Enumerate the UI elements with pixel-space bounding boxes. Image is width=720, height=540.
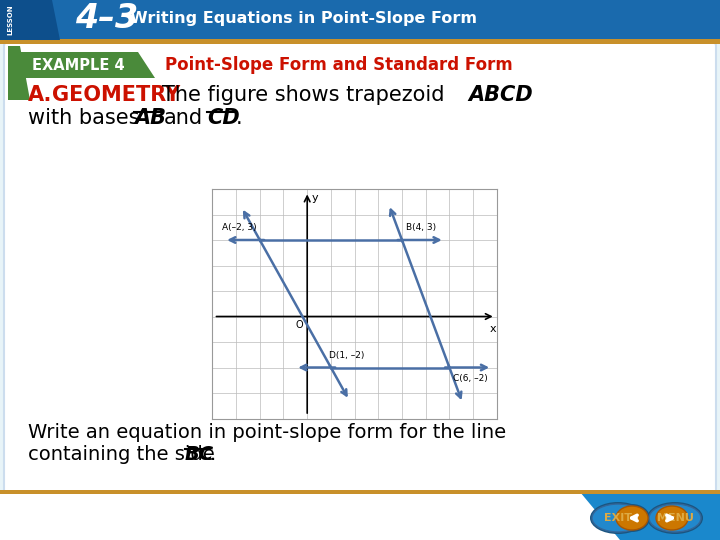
Ellipse shape	[647, 502, 703, 534]
FancyBboxPatch shape	[4, 42, 716, 496]
Text: y: y	[312, 193, 318, 203]
Text: BC: BC	[185, 446, 214, 464]
Ellipse shape	[592, 504, 644, 532]
Text: B(4, 3): B(4, 3)	[405, 224, 436, 232]
Text: Write an equation in point-slope form for the line: Write an equation in point-slope form fo…	[28, 422, 506, 442]
Text: Writing Equations in Point-Slope Form: Writing Equations in Point-Slope Form	[130, 11, 477, 26]
Text: Point-Slope Form and Standard Form: Point-Slope Form and Standard Form	[165, 56, 513, 74]
Text: x: x	[490, 324, 497, 334]
Text: O: O	[295, 320, 302, 330]
Polygon shape	[138, 52, 155, 78]
FancyBboxPatch shape	[0, 0, 720, 40]
Text: D(1, –2): D(1, –2)	[328, 351, 364, 360]
Text: The figure shows trapezoid: The figure shows trapezoid	[162, 85, 444, 105]
Text: containing the side: containing the side	[28, 446, 221, 464]
Text: CD: CD	[207, 108, 240, 128]
FancyBboxPatch shape	[0, 490, 720, 494]
Ellipse shape	[654, 504, 690, 532]
Text: 4–3: 4–3	[75, 3, 138, 36]
Text: A(–2, 3): A(–2, 3)	[222, 224, 256, 232]
Text: C(6, –2): C(6, –2)	[453, 374, 487, 383]
Text: with bases: with bases	[28, 108, 140, 128]
Text: EXAMPLE 4: EXAMPLE 4	[32, 57, 125, 72]
FancyBboxPatch shape	[18, 52, 138, 78]
Ellipse shape	[656, 506, 688, 530]
Polygon shape	[0, 492, 620, 540]
Text: .: .	[236, 108, 243, 128]
Text: AB: AB	[134, 108, 166, 128]
Text: LESSON: LESSON	[7, 5, 13, 35]
FancyBboxPatch shape	[0, 39, 720, 44]
Ellipse shape	[590, 502, 646, 534]
Ellipse shape	[649, 504, 701, 532]
Ellipse shape	[614, 504, 650, 532]
Text: MENU: MENU	[657, 513, 693, 523]
Text: and: and	[164, 108, 203, 128]
FancyBboxPatch shape	[0, 492, 720, 540]
Text: .: .	[210, 446, 216, 464]
Text: A.: A.	[28, 85, 53, 105]
Polygon shape	[8, 46, 30, 100]
Text: EXIT: EXIT	[604, 513, 632, 523]
Polygon shape	[0, 0, 60, 40]
Text: GEOMETRY: GEOMETRY	[52, 85, 180, 105]
Text: ABCD: ABCD	[468, 85, 533, 105]
Ellipse shape	[616, 506, 648, 530]
